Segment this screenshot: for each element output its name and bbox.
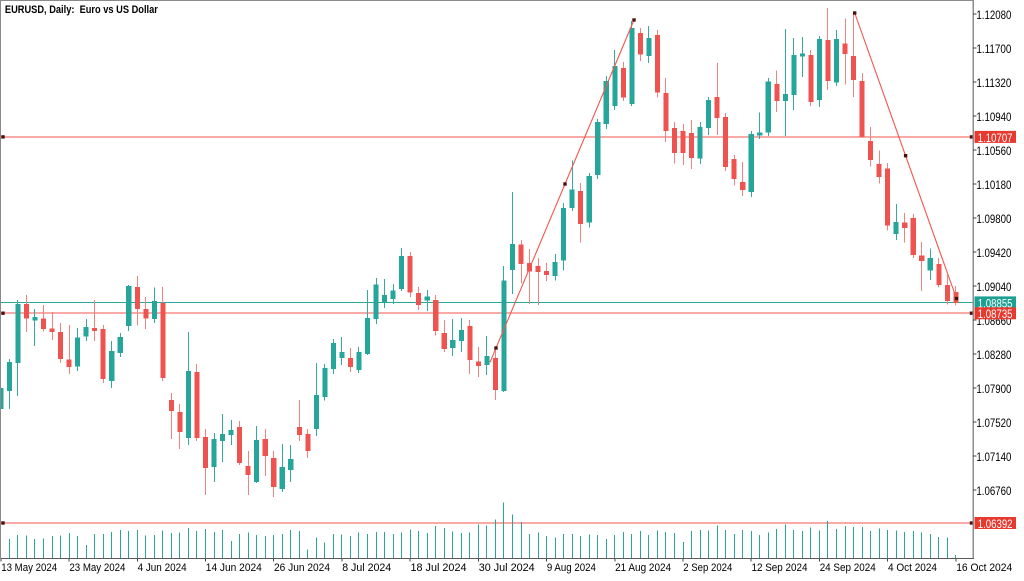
svg-text:EURUSD, Daily: Euro vs US Dol: EURUSD, Daily: Euro vs US Dollar (5, 4, 159, 16)
svg-text:1.06760: 1.06760 (976, 486, 1011, 498)
svg-text:1.07900: 1.07900 (976, 384, 1011, 396)
svg-text:1.09040: 1.09040 (976, 282, 1011, 294)
svg-text:30 Jul 2024: 30 Jul 2024 (479, 562, 535, 574)
svg-text:1.08735: 1.08735 (978, 309, 1013, 321)
svg-text:9 Aug 2024: 9 Aug 2024 (547, 562, 596, 574)
svg-text:12 Sep 2024: 12 Sep 2024 (752, 562, 808, 574)
svg-text:1.10560: 1.10560 (976, 146, 1011, 158)
svg-text:1.06392: 1.06392 (978, 519, 1013, 531)
svg-text:1.07520: 1.07520 (976, 418, 1011, 430)
svg-text:1.08280: 1.08280 (976, 350, 1011, 362)
svg-text:4 Oct 2024: 4 Oct 2024 (888, 562, 937, 574)
svg-text:18 Jul 2024: 18 Jul 2024 (411, 562, 467, 574)
svg-text:2 Sep 2024: 2 Sep 2024 (683, 562, 732, 574)
svg-text:1.11320: 1.11320 (976, 78, 1011, 90)
svg-text:1.10940: 1.10940 (976, 112, 1011, 124)
svg-text:1.10180: 1.10180 (976, 180, 1011, 192)
svg-text:26 Jun 2024: 26 Jun 2024 (274, 562, 330, 574)
svg-text:1.09420: 1.09420 (976, 248, 1011, 260)
svg-text:1.07140: 1.07140 (976, 452, 1011, 464)
svg-text:1.11700: 1.11700 (976, 44, 1011, 56)
svg-text:24 Sep 2024: 24 Sep 2024 (820, 562, 876, 574)
svg-text:1.09800: 1.09800 (976, 214, 1011, 226)
svg-text:23 May 2024: 23 May 2024 (69, 562, 125, 574)
svg-text:8 Jul 2024: 8 Jul 2024 (342, 562, 391, 574)
svg-text:16 Oct 2024: 16 Oct 2024 (956, 562, 1012, 574)
svg-text:1.10707: 1.10707 (978, 133, 1013, 145)
svg-text:4 Jun 2024: 4 Jun 2024 (138, 562, 187, 574)
svg-text:1.12080: 1.12080 (976, 10, 1011, 22)
svg-text:21 Aug 2024: 21 Aug 2024 (615, 562, 671, 574)
svg-text:13 May 2024: 13 May 2024 (1, 562, 57, 574)
svg-text:14 Jun 2024: 14 Jun 2024 (206, 562, 262, 574)
